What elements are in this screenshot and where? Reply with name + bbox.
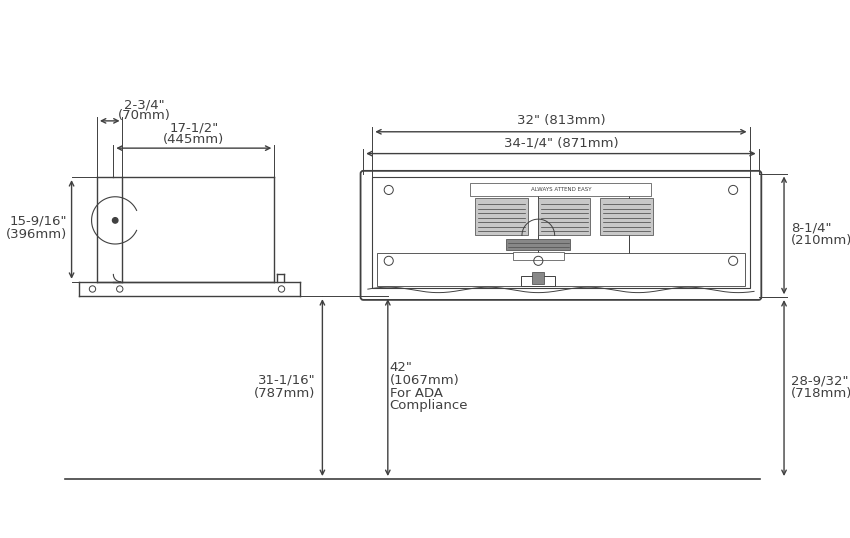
Bar (538, 198, 591, 236)
Circle shape (112, 218, 118, 223)
Bar (513, 252, 564, 260)
Text: 2-3/4": 2-3/4" (124, 98, 165, 111)
Text: 34-1/4" (871mm): 34-1/4" (871mm) (504, 136, 618, 149)
Text: (1067mm): (1067mm) (389, 374, 459, 387)
Text: ALWAYS ATTEND EASY: ALWAYS ATTEND EASY (530, 187, 592, 192)
Text: 8-1/4": 8-1/4" (791, 222, 832, 235)
Bar (507, 239, 570, 250)
Text: (210mm): (210mm) (791, 235, 850, 247)
Bar (470, 183, 651, 196)
Text: (70mm): (70mm) (118, 109, 171, 122)
Text: (787mm): (787mm) (254, 386, 315, 400)
FancyBboxPatch shape (360, 171, 762, 300)
Bar (521, 277, 555, 286)
Text: 32" (813mm): 32" (813mm) (517, 115, 605, 128)
Text: 31-1/16": 31-1/16" (258, 374, 315, 387)
Bar (372, 177, 750, 288)
Bar (377, 253, 745, 286)
Text: (445mm): (445mm) (163, 132, 224, 146)
Text: (718mm): (718mm) (791, 387, 850, 400)
Text: (396mm): (396mm) (6, 228, 67, 240)
Text: 15-9/16": 15-9/16" (9, 215, 67, 228)
Bar (475, 198, 528, 236)
Text: For ADA: For ADA (389, 386, 443, 400)
Text: 17-1/2": 17-1/2" (169, 122, 218, 134)
Text: Compliance: Compliance (389, 399, 468, 412)
Bar (600, 198, 653, 236)
Text: 42": 42" (389, 361, 412, 374)
Bar (532, 272, 544, 284)
Text: 28-9/32": 28-9/32" (791, 374, 849, 387)
